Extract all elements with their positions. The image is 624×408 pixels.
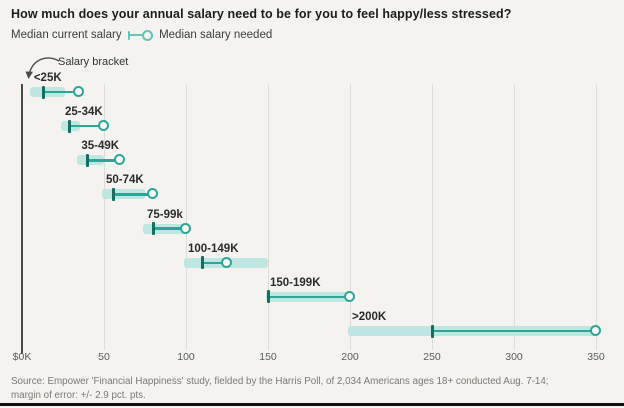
connector-line: [153, 227, 186, 230]
salary-needed-dot: [147, 188, 159, 200]
gridline: [349, 84, 351, 350]
bracket-label: <25K: [33, 72, 62, 84]
circle-marker-icon: [142, 29, 154, 41]
curved-arrow-icon: [25, 57, 60, 79]
gridline: [267, 84, 269, 350]
connector-line: [113, 193, 154, 196]
salary-needed-dot: [114, 154, 126, 166]
bracket-label: 75-99k: [147, 208, 183, 221]
salary-needed-dot: [180, 222, 191, 234]
current-salary-tick: [151, 222, 155, 236]
current-salary-tick: [430, 324, 434, 338]
annotation-salary-bracket: Salary bracket: [58, 56, 129, 68]
source-note: Source: Empower 'Financial Happiness' st…: [11, 375, 611, 402]
legend: Median current salary Median salary need…: [11, 29, 272, 41]
current-salary-tick: [266, 290, 270, 304]
x-tick-label: 150: [259, 351, 277, 363]
legend-label-current-salary: Median current salary: [11, 29, 122, 41]
gridline: [431, 84, 433, 350]
line-marker-icon: [130, 34, 143, 36]
salary-needed-dot: [98, 120, 109, 132]
connector-line: [87, 159, 121, 162]
current-salary-tick: [200, 256, 204, 270]
bracket-label: 100-149K: [188, 242, 239, 255]
connector-line: [268, 295, 350, 299]
current-salary-tick: [86, 153, 90, 167]
legend-label-salary-needed: Median salary needed: [159, 29, 273, 41]
connector-line: [69, 124, 104, 128]
bracket-label: 50-74K: [106, 174, 144, 187]
bottom-border: [0, 403, 624, 406]
current-salary-tick: [41, 85, 45, 99]
gridline: [595, 84, 597, 350]
x-tick-label: 200: [341, 351, 359, 363]
gridline: [185, 84, 187, 350]
x-tick-label: 300: [505, 351, 523, 363]
tick-marker-icon: [127, 30, 131, 40]
y-axis-line: [21, 84, 23, 354]
bracket-label: 25-34K: [65, 106, 103, 119]
source-line-2: margin of error: +/- 2.9 pct. pts.: [11, 389, 146, 401]
salary-needed-dot: [344, 290, 355, 302]
bracket-label: 35-49K: [81, 140, 120, 153]
salary-needed-dot: [221, 256, 232, 268]
x-tick-label: 100: [177, 351, 195, 363]
x-tick-label: $0K: [12, 351, 32, 363]
connector-line: [432, 329, 596, 333]
source-line-1: Source: Empower 'Financial Happiness' st…: [11, 376, 549, 387]
x-tick-label: 350: [587, 351, 605, 363]
bracket-label: 150-199K: [270, 276, 321, 289]
current-salary-tick: [112, 187, 116, 201]
dumbbell-marker-icon: [127, 29, 154, 41]
gridline: [513, 84, 515, 350]
x-tick-label: 50: [98, 351, 110, 363]
gridline: [103, 84, 105, 350]
x-tick-label: 250: [423, 351, 441, 363]
salary-needed-dot: [590, 325, 601, 337]
connector-line: [43, 90, 80, 94]
current-salary-tick: [68, 119, 72, 133]
salary-needed-dot: [73, 86, 85, 97]
bracket-label: >200K: [352, 311, 387, 324]
connector-line: [202, 261, 227, 264]
chart-title: How much does your annual salary need to…: [11, 7, 512, 21]
